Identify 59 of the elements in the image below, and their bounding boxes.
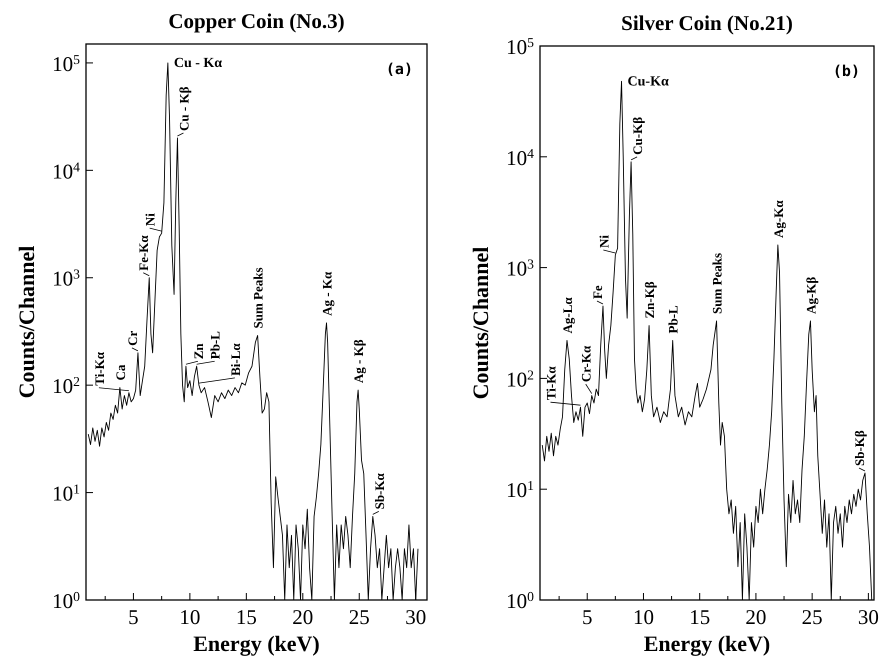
x-tick-label: 10	[632, 605, 654, 629]
x-axis-title: Energy (keV)	[644, 631, 770, 656]
y-tick-label: 10$^{2}$	[506, 366, 534, 392]
annotation: Ag-Kβ	[802, 276, 818, 314]
x-axis-title: Energy (keV)	[193, 631, 320, 656]
annotation: Fe	[589, 285, 604, 300]
annotation: Cr-Kα	[578, 345, 594, 382]
x-tick-label: 5	[582, 605, 592, 629]
chart-title: Copper Coin (No.3)	[168, 9, 345, 33]
annotation: Ag - Kβ	[350, 339, 366, 384]
annotation: Zn	[190, 342, 206, 360]
annotation: Ag-Kα	[770, 200, 786, 238]
x-tick-label: 30	[405, 605, 426, 629]
y-tick-label: 10$^{4}$	[52, 158, 80, 184]
chart-title: Silver Coin (No.21)	[621, 11, 793, 35]
x-tick-label: 15	[689, 605, 710, 629]
annotation: Ag - Kα	[319, 271, 334, 316]
x-tick-label: 25	[802, 605, 823, 629]
y-axis-title: Counts/Channel	[468, 246, 493, 400]
x-tick-label: 10	[179, 605, 200, 629]
x-tick-label: 15	[236, 605, 257, 629]
y-tick-label: 10$^{1}$	[506, 478, 534, 502]
x-tick-label: 5	[128, 605, 139, 629]
annotation: Cr	[124, 330, 140, 346]
annotation: Sb-Kβ	[852, 430, 867, 466]
annotation: Ag-Lα	[559, 296, 574, 334]
annotation: Sb-Kα	[371, 472, 386, 510]
x-tick-label: 20	[292, 605, 314, 629]
y-tick-label: 10$^{2}$	[52, 374, 80, 398]
annotation: Bi-Lα	[227, 342, 242, 376]
annotation: Ni	[142, 212, 158, 226]
annotation: Ti-Kα	[542, 366, 558, 400]
annotation: Ni	[596, 234, 611, 248]
annotation: Cu - Kβ	[176, 86, 191, 131]
y-tick-label: 10$^{5}$	[52, 51, 80, 76]
annotation: Pb-L	[665, 304, 680, 334]
annotation: Zn-Kβ	[642, 281, 657, 319]
x-tick-label: 25	[348, 605, 370, 629]
y-tick-label: 10$^{3}$	[52, 266, 80, 291]
y-axis-title: Counts/Channel	[14, 246, 39, 398]
annotation: Pb-L	[207, 330, 222, 360]
y-tick-label: 10$^{5}$	[506, 34, 534, 59]
annotation: Sum Peaks	[709, 252, 724, 314]
annotation: (a)	[386, 60, 413, 78]
y-tick-label: 10$^{0}$	[506, 588, 534, 613]
x-tick-label: 20	[745, 605, 766, 629]
y-tick-label: 10$^{4}$	[506, 145, 534, 170]
y-tick-label: 10$^{1}$	[52, 481, 80, 506]
annotation: Cu - Kα	[174, 56, 222, 71]
x-tick-label: 30	[858, 605, 879, 629]
annotation: Ca	[112, 364, 128, 381]
annotation: Sum Peaks	[250, 267, 266, 328]
annotation: Cu-Kβ	[630, 116, 645, 155]
y-tick-label: 10$^{0}$	[52, 588, 80, 613]
y-tick-label: 10$^{3}$	[506, 256, 534, 281]
annotation: Fe-Kα	[136, 234, 151, 271]
annotation: (b)	[832, 62, 860, 80]
annotation: Cu-Kα	[628, 74, 669, 90]
annotation: Ti-Kα	[91, 351, 106, 386]
